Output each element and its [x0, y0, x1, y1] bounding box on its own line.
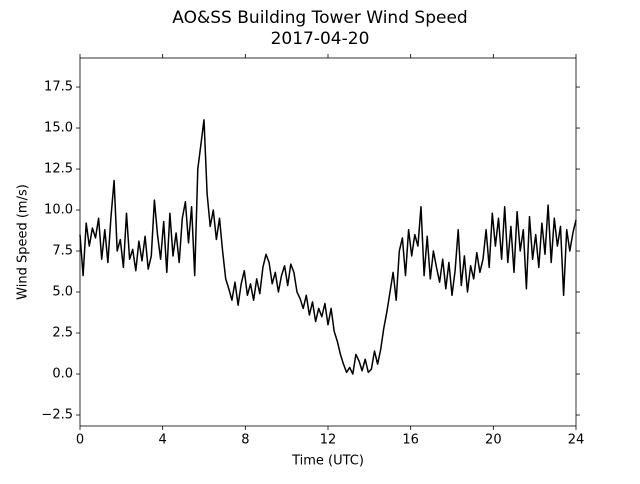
y-tick-label: −2.5	[41, 408, 73, 423]
y-tick-label: 0.0	[52, 367, 73, 382]
x-tick-label: 16	[402, 433, 419, 448]
x-tick-label: 24	[568, 433, 585, 448]
y-tick-label: 10.0	[44, 203, 73, 218]
y-tick-label: 7.5	[52, 244, 73, 259]
x-tick-label: 12	[320, 433, 337, 448]
plot-frame	[79, 57, 577, 427]
y-tick-label: 12.5	[44, 162, 73, 177]
y-tick-label: 2.5	[52, 326, 73, 341]
x-tick-label: 4	[159, 433, 167, 448]
y-axis-label: Wind Speed (m/s)	[16, 184, 31, 300]
x-axis-label: Time (UTC)	[291, 454, 364, 469]
chart-subtitle: 2017-04-20	[271, 29, 370, 49]
chart-title: AO&SS Building Tower Wind Speed	[172, 8, 467, 28]
line-series	[79, 119, 577, 375]
x-tick-label: 0	[76, 433, 84, 448]
x-tick-label: 20	[485, 433, 502, 448]
x-tick-label: 8	[241, 433, 249, 448]
y-tick-label: 5.0	[52, 285, 73, 300]
y-tick-label: 15.0	[44, 121, 73, 136]
y-tick-label: 17.5	[44, 80, 73, 95]
